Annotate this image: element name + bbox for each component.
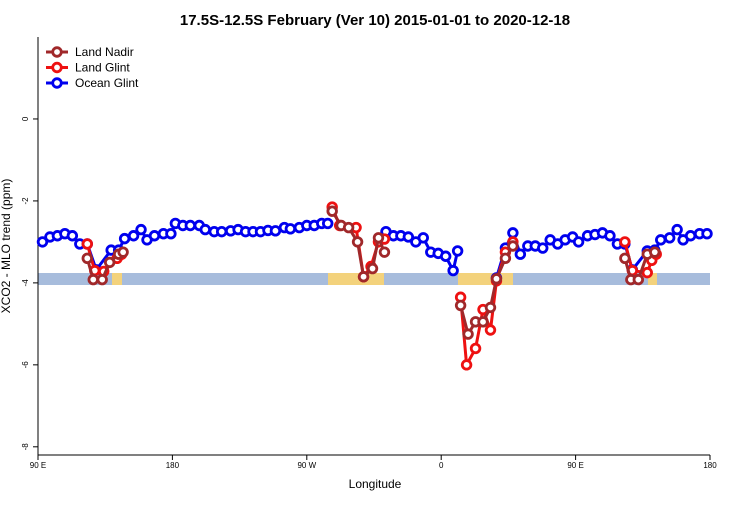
- point: [604, 230, 616, 242]
- point: [284, 223, 297, 235]
- point: [454, 299, 467, 312]
- point: [127, 230, 140, 242]
- legend-label: Ocean Glint: [75, 76, 139, 90]
- point: [619, 236, 631, 248]
- land-strip: [328, 273, 384, 285]
- point: [351, 236, 364, 248]
- legend-marker: [51, 61, 63, 74]
- point: [537, 242, 549, 254]
- point: [184, 219, 197, 232]
- legend-marker: [51, 77, 63, 89]
- x-axis-label: Longitude: [349, 477, 402, 491]
- point: [378, 246, 391, 258]
- point: [439, 250, 452, 262]
- point: [357, 271, 370, 283]
- land-strip: [112, 273, 122, 285]
- x-tick-label: 90 W: [297, 461, 316, 470]
- point: [632, 273, 645, 286]
- series: [81, 205, 661, 340]
- point: [447, 264, 459, 277]
- point: [81, 252, 93, 264]
- point: [462, 328, 474, 340]
- x-tick-label: 90 E: [30, 461, 46, 470]
- point: [96, 273, 108, 286]
- point: [36, 236, 49, 248]
- point: [663, 232, 676, 244]
- point: [655, 234, 667, 246]
- point: [215, 225, 228, 238]
- point: [148, 230, 161, 242]
- point: [514, 248, 527, 260]
- point: [269, 225, 282, 237]
- point: [619, 252, 631, 264]
- point: [484, 324, 497, 336]
- point: [199, 223, 211, 236]
- point: [484, 301, 497, 314]
- y-tick-label: -4: [21, 279, 30, 287]
- legend-marker: [51, 46, 63, 58]
- point: [322, 217, 334, 230]
- point: [641, 266, 653, 279]
- x-tick-label: 90 E: [567, 461, 583, 470]
- legend-label: Land Nadir: [75, 45, 134, 59]
- series: [36, 217, 713, 284]
- point: [469, 342, 482, 355]
- x-tick-label: 0: [439, 461, 444, 470]
- legend-label: Land Glint: [75, 61, 130, 75]
- point: [366, 262, 379, 275]
- point: [684, 230, 697, 242]
- point: [135, 223, 147, 236]
- point: [402, 231, 415, 243]
- point: [701, 228, 713, 240]
- point: [572, 236, 585, 248]
- point: [451, 245, 464, 257]
- y-tick-label: 0: [21, 116, 30, 121]
- x-tick-label: 180: [166, 461, 180, 470]
- series-line: [85, 210, 656, 336]
- point: [103, 256, 116, 269]
- point: [507, 227, 519, 239]
- land-strip: [648, 273, 657, 285]
- point: [342, 221, 355, 234]
- y-axis-label: XCO2 - MLO trend (ppm): [0, 179, 13, 314]
- y-tick-label: -2: [21, 197, 30, 205]
- point: [499, 252, 512, 264]
- point: [326, 205, 338, 217]
- point: [165, 228, 177, 240]
- point: [417, 232, 429, 244]
- y-tick-label: -8: [21, 443, 30, 451]
- point: [671, 223, 683, 236]
- series: [81, 201, 662, 371]
- point: [87, 273, 99, 286]
- point: [117, 246, 129, 258]
- point: [118, 232, 131, 245]
- point: [507, 240, 519, 252]
- point: [490, 273, 503, 285]
- chart-title: 17.5S-12.5S February (Ver 10) 2015-01-01…: [180, 12, 570, 29]
- point: [372, 232, 385, 244]
- point: [460, 359, 473, 371]
- land-strip: [458, 273, 513, 285]
- point: [66, 230, 79, 242]
- point: [81, 238, 93, 250]
- surface-strip: [38, 273, 710, 285]
- y-tick-label: -6: [21, 361, 30, 369]
- point: [477, 316, 489, 328]
- point: [649, 246, 661, 258]
- x-tick-label: 180: [703, 461, 717, 470]
